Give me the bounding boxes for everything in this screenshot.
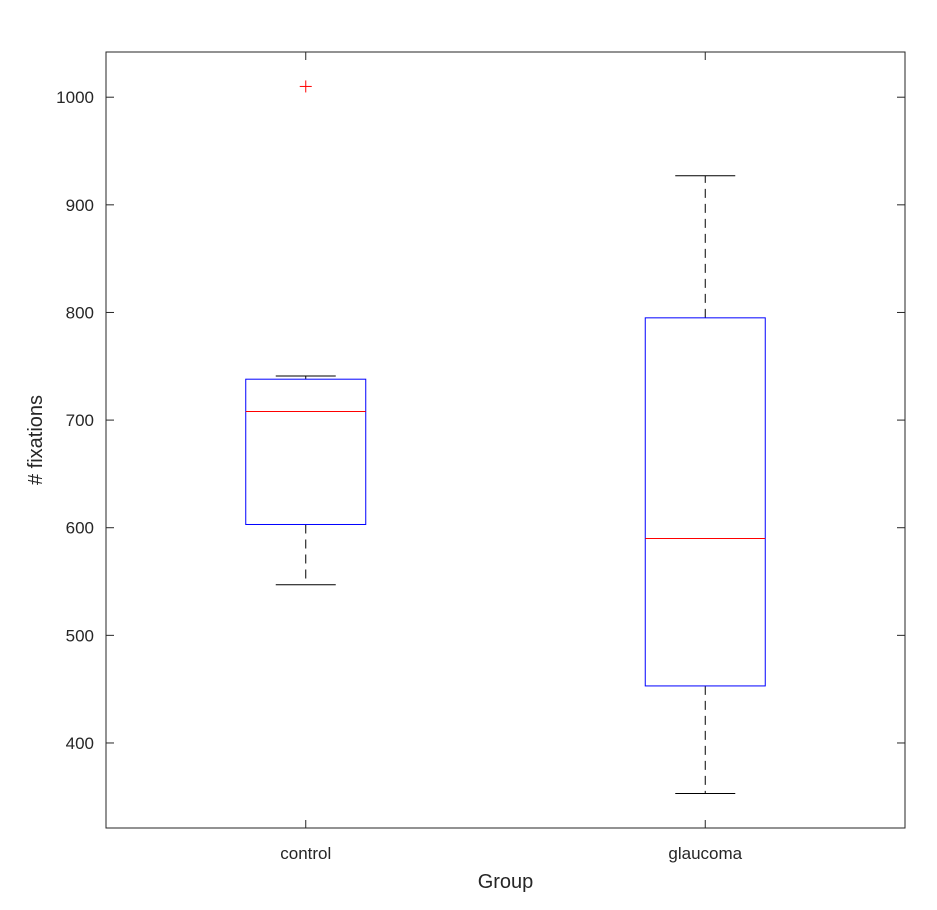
plot-marks [245,80,766,795]
y-tick-label: 600 [66,519,94,538]
outlier-marker [299,80,312,93]
plot-area-frame [105,51,906,829]
interquartile-box [644,317,766,687]
x-tick-label: control [280,844,331,863]
y-tick-label: 400 [66,734,94,753]
y-tick-label: 700 [66,411,94,430]
x-axis-ticks: control glaucoma [280,52,743,863]
y-tick-label: 500 [66,626,94,645]
y-axis-ticks: 400 500 600 700 800 900 1000 [56,88,905,753]
box-group-control [245,80,367,586]
x-axis-label: Group [478,871,534,893]
interquartile-box [245,378,367,525]
y-axis-label: # fixations [25,395,47,485]
x-tick-label: glaucoma [668,844,742,863]
box-group-glaucoma [644,175,766,795]
y-tick-label: 800 [66,303,94,322]
y-tick-label: 1000 [56,88,94,107]
y-tick-label: 900 [66,196,94,215]
